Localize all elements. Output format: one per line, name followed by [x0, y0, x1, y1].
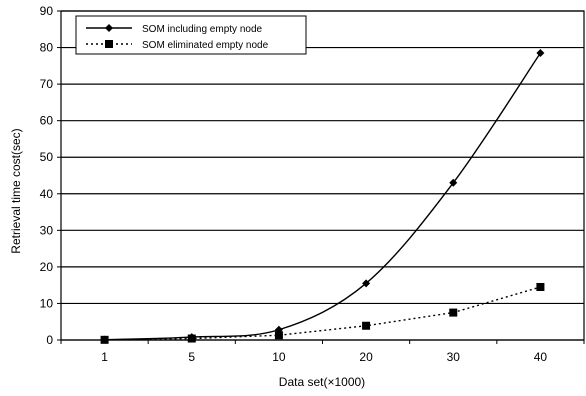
series-line — [104, 286, 541, 341]
data-point — [536, 49, 545, 58]
y-tick-label: 90 — [40, 4, 54, 18]
data-point — [105, 24, 113, 32]
data-point — [449, 178, 458, 187]
y-tick-label: 10 — [40, 296, 54, 310]
series-line — [104, 52, 541, 341]
series-2 — [100, 282, 545, 344]
x-tick-label: 1 — [101, 350, 108, 364]
y-tick-label: 20 — [40, 260, 54, 274]
data-point — [362, 279, 371, 288]
y-tick-label: 60 — [40, 114, 54, 128]
plot-frame — [60, 10, 585, 341]
data-point — [105, 40, 113, 48]
legend-label: SOM including empty node — [142, 24, 263, 35]
data-point — [536, 282, 545, 291]
x-tick-label: 30 — [447, 350, 461, 364]
data-point — [187, 334, 196, 343]
x-axis-title: Data set(×1000) — [279, 375, 365, 389]
legend: SOM including empty node SOM eliminated e… — [75, 15, 307, 55]
y-axis-ticks: 0 10 20 30 40 50 60 70 80 90 — [40, 4, 61, 347]
grid — [60, 10, 585, 341]
y-tick-label: 40 — [40, 187, 54, 201]
x-axis-ticks: 1 5 10 20 30 40 — [60, 340, 585, 364]
series-1 — [100, 49, 545, 344]
y-tick-label: 80 — [40, 41, 54, 55]
data-point — [449, 308, 458, 317]
legend-label: SOM eliminated empty node — [142, 40, 269, 51]
legend-item: SOM including empty node — [86, 24, 263, 35]
data-point — [100, 335, 109, 344]
data-point — [362, 321, 371, 330]
x-tick-label: 40 — [534, 350, 548, 364]
y-tick-label: 70 — [40, 77, 54, 91]
x-tick-label: 10 — [272, 350, 286, 364]
data-point — [274, 331, 283, 340]
y-tick-label: 0 — [46, 333, 53, 347]
y-tick-label: 50 — [40, 150, 54, 164]
y-axis-title: Retrieval time cost(sec) — [9, 128, 23, 253]
x-tick-label: 5 — [188, 350, 195, 364]
series-layer — [100, 49, 545, 344]
legend-box — [75, 15, 307, 55]
y-tick-label: 30 — [40, 223, 54, 237]
x-tick-label: 20 — [359, 350, 373, 364]
legend-item: SOM eliminated empty node — [86, 40, 269, 51]
